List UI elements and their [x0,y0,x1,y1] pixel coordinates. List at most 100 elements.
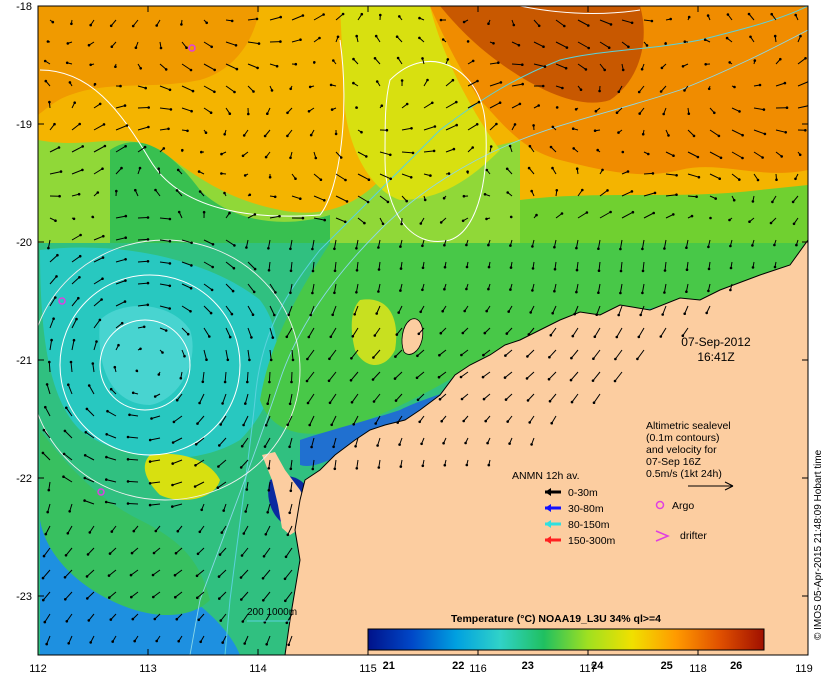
velocity-arrow-head [595,313,598,317]
velocity-arrow-head [235,67,239,71]
velocity-arrow [379,173,391,180]
velocity-arrow-head [380,104,384,107]
velocity-arrow [642,261,645,271]
velocity-arrow-head [641,269,645,273]
colorbar-title: Temperature (°C) NOAA19_L3U 34% ql>=4 [451,613,661,625]
velocity-arrow-head [288,511,292,515]
velocity-arrow [709,129,720,137]
velocity-arrow-head [164,329,168,332]
velocity-arrow-head [504,398,508,401]
velocity-arrow [67,525,73,534]
velocity-arrow [49,147,60,153]
velocity-arrow [159,63,167,70]
drifter-legend-label: drifter [680,530,707,542]
velocity-arrow [335,13,344,21]
velocity-arrow [593,393,601,403]
velocity-arrow [335,217,346,223]
velocity-arrow-head [660,66,664,70]
velocity-arrow-head [177,639,180,643]
velocity-arrow-head [609,23,613,26]
velocity-arrow-head [45,383,49,386]
velocity-arrow [417,393,425,401]
velocity-arrow-head [528,144,532,148]
velocity-arrow [638,327,645,338]
velocity-arrow-head [147,106,150,109]
velocity-arrow-head [274,291,277,294]
velocity-arrow [374,327,381,336]
velocity-arrow-head [597,247,600,250]
velocity-arrow-head [213,90,216,94]
velocity-arrow [423,150,435,153]
velocity-arrow-head [400,222,403,226]
velocity-arrow-head [375,312,379,315]
velocity-arrow-head [253,213,257,216]
velocity-arrow-head [526,399,530,402]
velocity-arrow-head [135,369,139,373]
velocity-arrow-head [355,291,358,294]
altimetry-line: Altimetric sealevel [646,420,731,432]
velocity-arrow-head [309,133,313,137]
velocity-arrow-head [174,551,178,555]
velocity-arrow-head [350,401,354,404]
velocity-arrow [775,82,786,87]
velocity-arrow-head [355,34,359,38]
velocity-arrow [548,371,557,380]
velocity-arrow-head [597,269,601,273]
velocity-arrow [643,19,652,22]
velocity-arrow [550,327,557,336]
velocity-arrow-head [70,22,73,26]
velocity-arrow-head [591,379,595,383]
velocity-arrow-head [171,441,175,444]
velocity-arrow [555,19,565,27]
velocity-arrow-head [504,354,507,357]
velocity-arrow [115,280,126,285]
velocity-arrow-head [551,166,554,170]
velocity-arrow [71,297,79,307]
velocity-arrow-head [285,621,289,625]
velocity-arrow [176,393,183,401]
velocity-arrow [643,212,654,219]
velocity-arrow-head [541,84,545,88]
velocity-arrow-head [438,397,442,401]
velocity-arrow [159,217,170,220]
velocity-arrow-head [85,575,89,578]
velocity-arrow [504,371,513,378]
lon-tick-label: 117 [579,663,597,675]
velocity-arrow-head [189,310,192,313]
velocity-arrow-head [598,89,601,93]
velocity-arrow-head [220,152,223,156]
velocity-arrow-head [707,267,711,271]
velocity-arrow-head [741,156,744,160]
velocity-arrow [665,173,677,176]
timestamp-time: 16:41Z [697,350,734,364]
velocity-arrow-head [463,309,467,313]
velocity-arrow [533,63,546,68]
velocity-arrow-head [78,122,81,126]
velocity-arrow [350,371,359,381]
velocity-arrow [621,19,633,24]
velocity-arrow-head [66,532,70,535]
velocity-arrow [416,371,425,379]
velocity-arrow-head [244,510,247,513]
velocity-arrow-head [139,67,142,70]
velocity-arrow-head [581,188,584,192]
velocity-arrow [685,283,689,292]
velocity-arrow-head [172,420,176,424]
velocity-arrow-head [421,288,424,292]
velocity-arrow-head [299,197,302,200]
velocity-arrow-head [202,210,206,214]
velocity-arrow-head [499,81,503,84]
velocity-arrow [376,305,381,314]
velocity-arrow-head [226,358,230,362]
velocity-arrow-head [421,266,425,270]
velocity-arrow-head [560,212,564,215]
velocity-arrow-head [248,358,251,362]
velocity-arrow [71,234,81,241]
velocity-arrow-head [45,642,48,646]
velocity-arrow-head [57,146,61,149]
velocity-arrow-head [593,129,597,132]
velocity-arrow-head [455,123,459,127]
velocity-arrow-head [663,291,666,294]
velocity-arrow-head [461,219,465,223]
velocity-arrow-head [124,236,127,239]
